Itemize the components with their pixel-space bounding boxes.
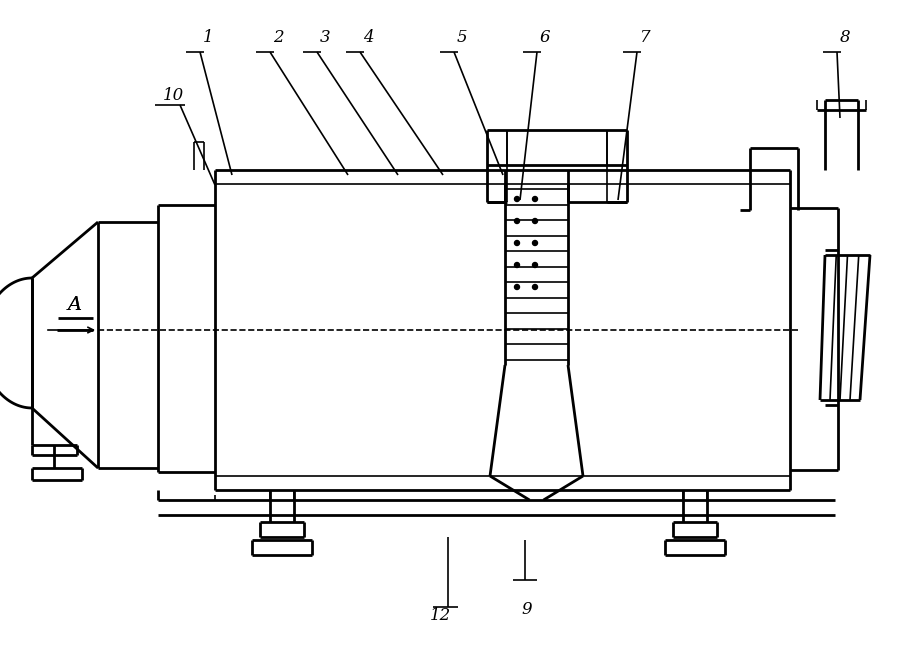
Text: 8: 8	[840, 29, 850, 46]
Text: 1: 1	[203, 29, 214, 46]
Text: A: A	[68, 296, 82, 314]
Circle shape	[533, 284, 537, 290]
Circle shape	[533, 196, 537, 201]
Circle shape	[514, 262, 520, 267]
Text: A: A	[68, 296, 82, 314]
Circle shape	[514, 196, 520, 201]
Text: 7: 7	[640, 29, 650, 46]
Text: 5: 5	[457, 29, 468, 46]
Circle shape	[514, 218, 520, 224]
Circle shape	[533, 262, 537, 267]
Text: 10: 10	[162, 86, 183, 103]
Circle shape	[533, 218, 537, 224]
Text: 6: 6	[540, 29, 550, 46]
Circle shape	[533, 241, 537, 245]
Text: 4: 4	[363, 29, 373, 46]
Text: 3: 3	[320, 29, 330, 46]
Text: 12: 12	[429, 606, 450, 623]
Text: 2: 2	[272, 29, 283, 46]
Text: 9: 9	[522, 602, 532, 619]
Circle shape	[514, 241, 520, 245]
Circle shape	[514, 284, 520, 290]
